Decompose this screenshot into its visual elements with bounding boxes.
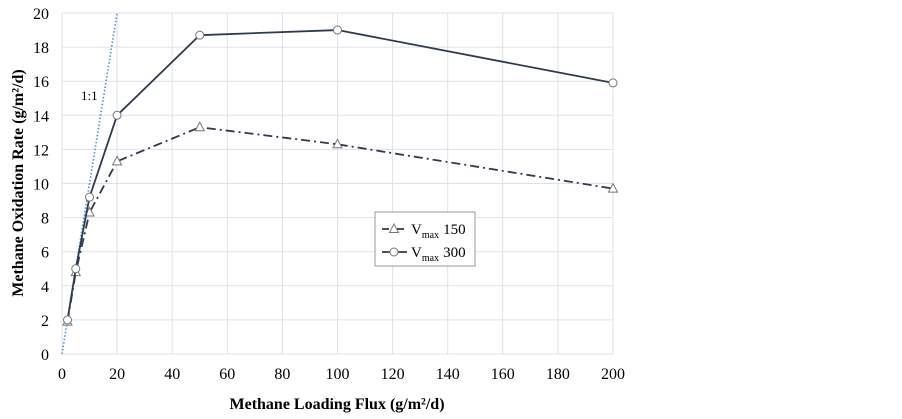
data-point-triangle — [607, 182, 619, 193]
tick-labels: 0 20 40 60 80 100 120 140 160 180 200 0 2 4 6 8 10 12 14 16… — [33, 6, 625, 383]
series-vmax-150 — [62, 121, 619, 326]
x-tick-label: 180 — [546, 366, 570, 383]
x-tick-label: 140 — [436, 366, 460, 383]
x-tick-label: 120 — [381, 366, 405, 383]
data-point-circle — [112, 110, 122, 120]
data-point-circle — [389, 247, 399, 257]
legend-label: Vmax 300 — [411, 245, 466, 264]
y-tick-label: 10 — [33, 177, 49, 194]
legend-label: Vmax 150 — [411, 222, 466, 241]
y-tick-label: 20 — [33, 6, 49, 23]
data-point-circle — [195, 30, 205, 40]
reference-line-1-1: 1:1 — [61, 12, 118, 355]
y-tick-label: 18 — [33, 40, 49, 57]
data-point-circle — [63, 315, 73, 325]
y-tick-label: 8 — [41, 211, 49, 228]
y-tick-label: 0 — [41, 347, 49, 364]
reference-line-label: 1:1 — [81, 88, 98, 103]
y-tick-label: 12 — [33, 142, 49, 159]
data-point-triangle — [111, 155, 123, 166]
data-point-circle — [71, 264, 81, 274]
grid — [61, 12, 614, 355]
series — [62, 25, 619, 326]
x-tick-label: 40 — [164, 366, 180, 383]
y-tick-label: 14 — [33, 108, 49, 125]
x-tick-label: 0 — [58, 366, 66, 383]
x-axis-label: Methane Loading Flux (g/m²/d) — [229, 396, 444, 413]
legend-item: Vmax 150 — [382, 222, 466, 241]
x-tick-label: 200 — [601, 366, 625, 383]
x-tick-label: 60 — [219, 366, 235, 383]
series-vmax-300 — [63, 25, 618, 325]
data-point-triangle — [332, 138, 343, 149]
y-tick-label: 4 — [41, 279, 49, 296]
data-point-circle — [85, 192, 95, 202]
data-point-triangle — [194, 121, 206, 132]
x-tick-label: 80 — [274, 366, 290, 383]
y-tick-label: 2 — [41, 313, 49, 330]
legend-item: Vmax 300 — [382, 245, 466, 264]
y-tick-label: 16 — [33, 74, 49, 91]
x-tick-label: 160 — [491, 366, 515, 383]
y-axis-label: Methane Oxidation Rate (g/m²/d) — [10, 69, 27, 296]
series-line — [66, 126, 614, 322]
reference-line — [61, 12, 118, 355]
x-tick-label: 100 — [326, 366, 350, 383]
data-point-triangle — [388, 222, 400, 233]
data-point-circle — [608, 78, 618, 88]
x-tick-label: 20 — [109, 366, 125, 383]
y-tick-label: 6 — [41, 245, 49, 262]
data-point-circle — [333, 25, 342, 35]
legend: Vmax 150 Vmax 300 — [374, 211, 476, 267]
